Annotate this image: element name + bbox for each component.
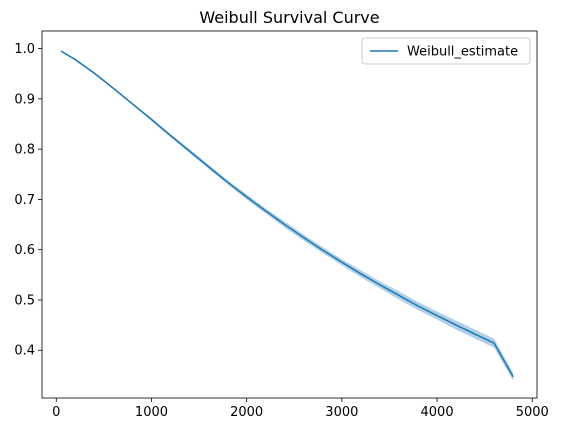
x-tick-label: 2000 xyxy=(230,405,263,420)
y-tick-label: 0.6 xyxy=(14,243,35,258)
y-tick-label: 0.8 xyxy=(14,143,35,158)
y-tick-label: 0.5 xyxy=(14,293,35,308)
plot-frame xyxy=(41,30,538,399)
series-line-0 xyxy=(60,50,514,378)
legend-box xyxy=(361,37,531,65)
legend-label: Weibull_estimate xyxy=(407,45,518,60)
x-tick-label: 1000 xyxy=(135,405,168,420)
x-tick-label: 4000 xyxy=(421,405,454,420)
chart-title: Weibull Survival Curve xyxy=(199,8,379,27)
x-tick-label: 3000 xyxy=(325,405,358,420)
y-tick-label: 0.4 xyxy=(14,344,35,359)
x-tick-label: 0 xyxy=(52,405,60,420)
y-tick-label: 0.7 xyxy=(14,193,35,208)
plot-area: 0 1000 2000 3000 4000 5000 0.4 0.5 0.6 0.7 0.8 0.9 1… xyxy=(14,30,549,420)
x-tick-label: 5000 xyxy=(516,405,549,420)
legend: Weibull_estimate xyxy=(361,37,531,65)
y-tick-label: 1.0 xyxy=(14,42,35,57)
confidence-band-0 xyxy=(61,50,514,381)
y-tick-label: 0.9 xyxy=(14,92,35,107)
